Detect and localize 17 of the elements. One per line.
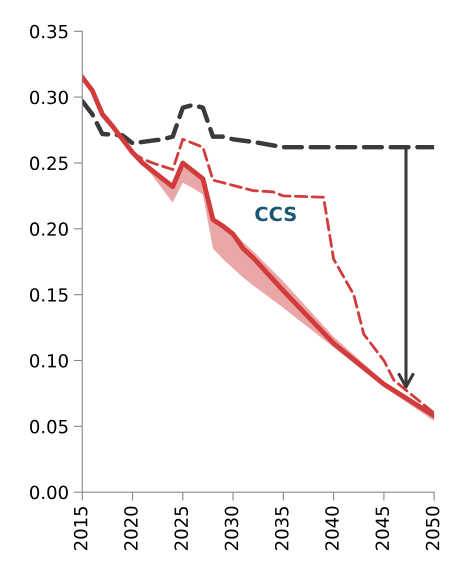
y-tick-label: 0.05 [30, 420, 68, 434]
x-tick-label: 2045 [375, 506, 390, 550]
x-tick-label: 2035 [274, 506, 289, 550]
y-tick-label: 0.30 [30, 90, 68, 104]
y-tick-label: 0.15 [30, 288, 68, 302]
y-tick-label: 0.25 [30, 156, 68, 170]
y-tick-label: 0.00 [30, 486, 68, 500]
x-tick-label: 2015 [74, 506, 88, 550]
annotation: CCS [255, 206, 296, 222]
y-tick-label: 0.20 [30, 222, 68, 236]
y-tick-label: 0.35 [30, 24, 68, 38]
x-tick-label: 2040 [325, 506, 339, 550]
x-tick-label: 2030 [224, 506, 238, 550]
x-tick-label: 2020 [124, 506, 138, 550]
x-tick-label: 2025 [174, 506, 188, 550]
y-tick-label: 0.10 [30, 354, 68, 368]
x-tick-label: 2050 [426, 506, 440, 550]
